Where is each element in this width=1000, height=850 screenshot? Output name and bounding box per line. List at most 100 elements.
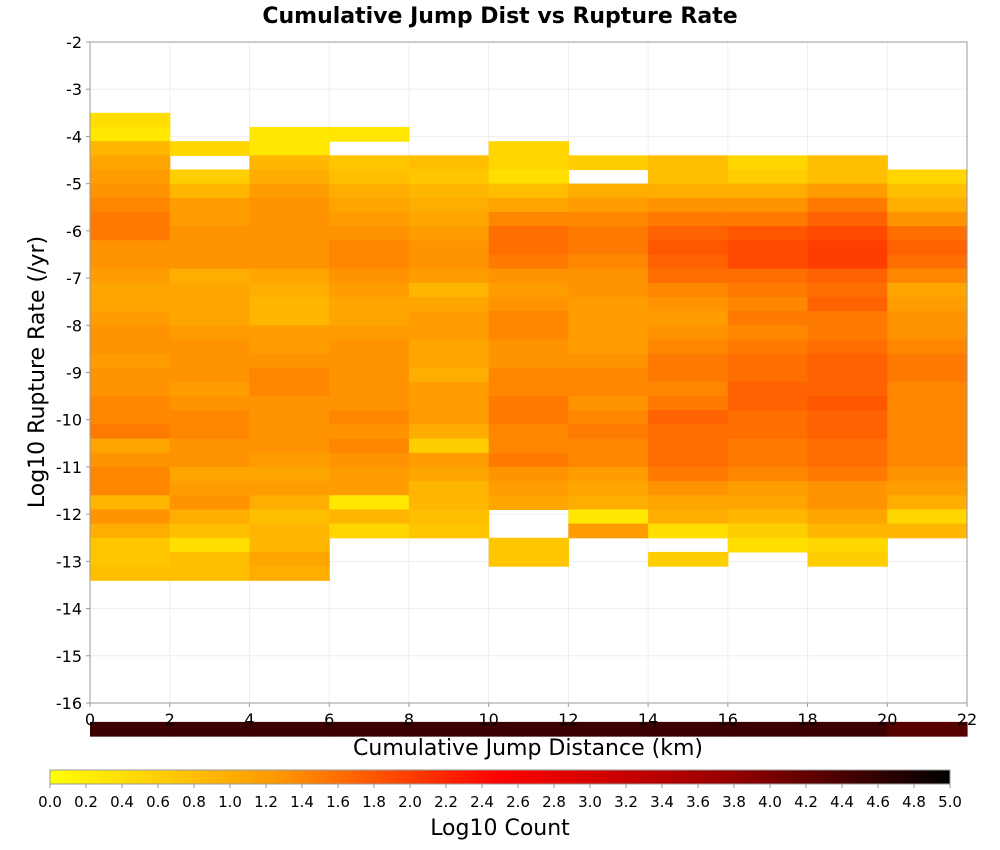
heatmap-cell [90,466,171,482]
heatmap-cell [727,240,809,256]
heatmap-cell [727,466,809,482]
heatmap-cell [169,240,251,256]
heatmap-cell [648,268,729,284]
heatmap-cell [568,396,649,411]
colorbar-tick-label: 4.4 [830,793,854,811]
heatmap-cell [90,112,171,128]
heatmap-cell [727,537,809,553]
heatmap-cell [727,155,809,171]
heatmap-cell [249,523,330,539]
heatmap-cell [568,367,649,383]
heatmap-cell [887,438,968,454]
heatmap-cell [329,155,410,171]
heatmap-cell [329,396,410,411]
heatmap-cell [807,197,888,213]
heatmap-cell [568,211,649,227]
heatmap-cell [169,325,251,341]
heatmap-cell [90,438,171,454]
heatmap-cell [568,296,649,312]
heatmap-cell [807,410,888,426]
heatmap-cell [488,396,569,411]
heatmap-cell [807,381,888,397]
heatmap-cell [90,254,171,270]
heatmap-cell [249,211,330,227]
heatmap-cell [568,197,649,213]
heatmap-cell [329,452,410,468]
heatmap-cell [408,268,490,284]
heatmap-cell [807,495,888,511]
heatmap-cell [90,311,171,326]
heatmap-cell [90,410,171,426]
heatmap-cell [887,424,968,440]
heatmap-cell [807,424,888,440]
heatmap-cell [807,537,888,553]
heatmap-cell [169,268,251,284]
heatmap-cell [807,268,888,284]
heatmap-cell [329,169,410,185]
heatmap-cell [807,155,888,171]
heatmap-cell [887,211,968,227]
heatmap-cell [887,381,968,397]
heatmap-cell [249,537,330,553]
heatmap-cell [488,537,569,553]
heatmap-cell [887,495,968,511]
heatmap-cell [488,183,569,199]
y-tick-label: -8 [66,316,82,335]
heatmap-cell [329,325,410,341]
heatmap-cell [488,226,569,241]
x-tick-label: 8 [404,710,414,729]
heatmap-cell [488,325,569,341]
heatmap-cell [90,353,171,369]
heatmap-cell [249,396,330,411]
heatmap-cell [568,240,649,256]
heatmap-cell [727,268,809,284]
heatmap-cell [408,495,490,511]
heatmap-cell [727,353,809,369]
y-tick-label: -12 [56,505,82,524]
heatmap-cell [408,169,490,185]
heatmap-cell [249,296,330,312]
y-tick-label: -6 [66,222,82,241]
heatmap-cell [169,296,251,312]
heatmap-cell [807,240,888,256]
heatmap-cell [488,551,569,567]
heatmap-cell [408,466,490,482]
heatmap-cell [169,509,251,525]
x-tick-label: 22 [957,710,977,729]
heatmap-cell [488,141,569,156]
heatmap-cell [488,481,569,496]
heatmap-cell [169,311,251,326]
heatmap-cell [727,438,809,454]
heatmap-cell [408,197,490,213]
heatmap-cell [807,396,888,411]
heatmap-cell [648,466,729,482]
y-axis-ticks: -2 -3 -4 -5 -6 -7 -8 -9 -10 -11 -12 -13 -14 -15 -16 [56,33,90,713]
heatmap-cell [648,254,729,270]
heatmap-cell [329,381,410,397]
y-tick-label: -5 [66,175,82,194]
heatmap-cell [648,367,729,383]
heatmap-cell [408,438,490,454]
heatmap-cell [329,410,410,426]
heatmap-cell [887,254,968,270]
heatmap-cell [807,367,888,383]
heatmap-cell [90,183,171,199]
heatmap-cell [887,721,968,737]
heatmap-cell [488,268,569,284]
heatmap-cell [568,424,649,440]
heatmap-cell [249,141,330,156]
heatmap-cell [169,367,251,383]
heatmap-cell [249,311,330,326]
heatmap-cell [329,126,410,142]
heatmap-cell [568,353,649,369]
heatmap-cell [90,296,171,312]
heatmap-cell [249,240,330,256]
heatmap-cell [727,367,809,383]
heatmap-cells [90,112,968,737]
heatmap-cell [90,211,171,227]
heatmap-cell [169,410,251,426]
heatmap-cell [169,211,251,227]
heatmap-cell [169,537,251,553]
y-tick-label: -4 [66,127,82,146]
heatmap-cell [408,296,490,312]
